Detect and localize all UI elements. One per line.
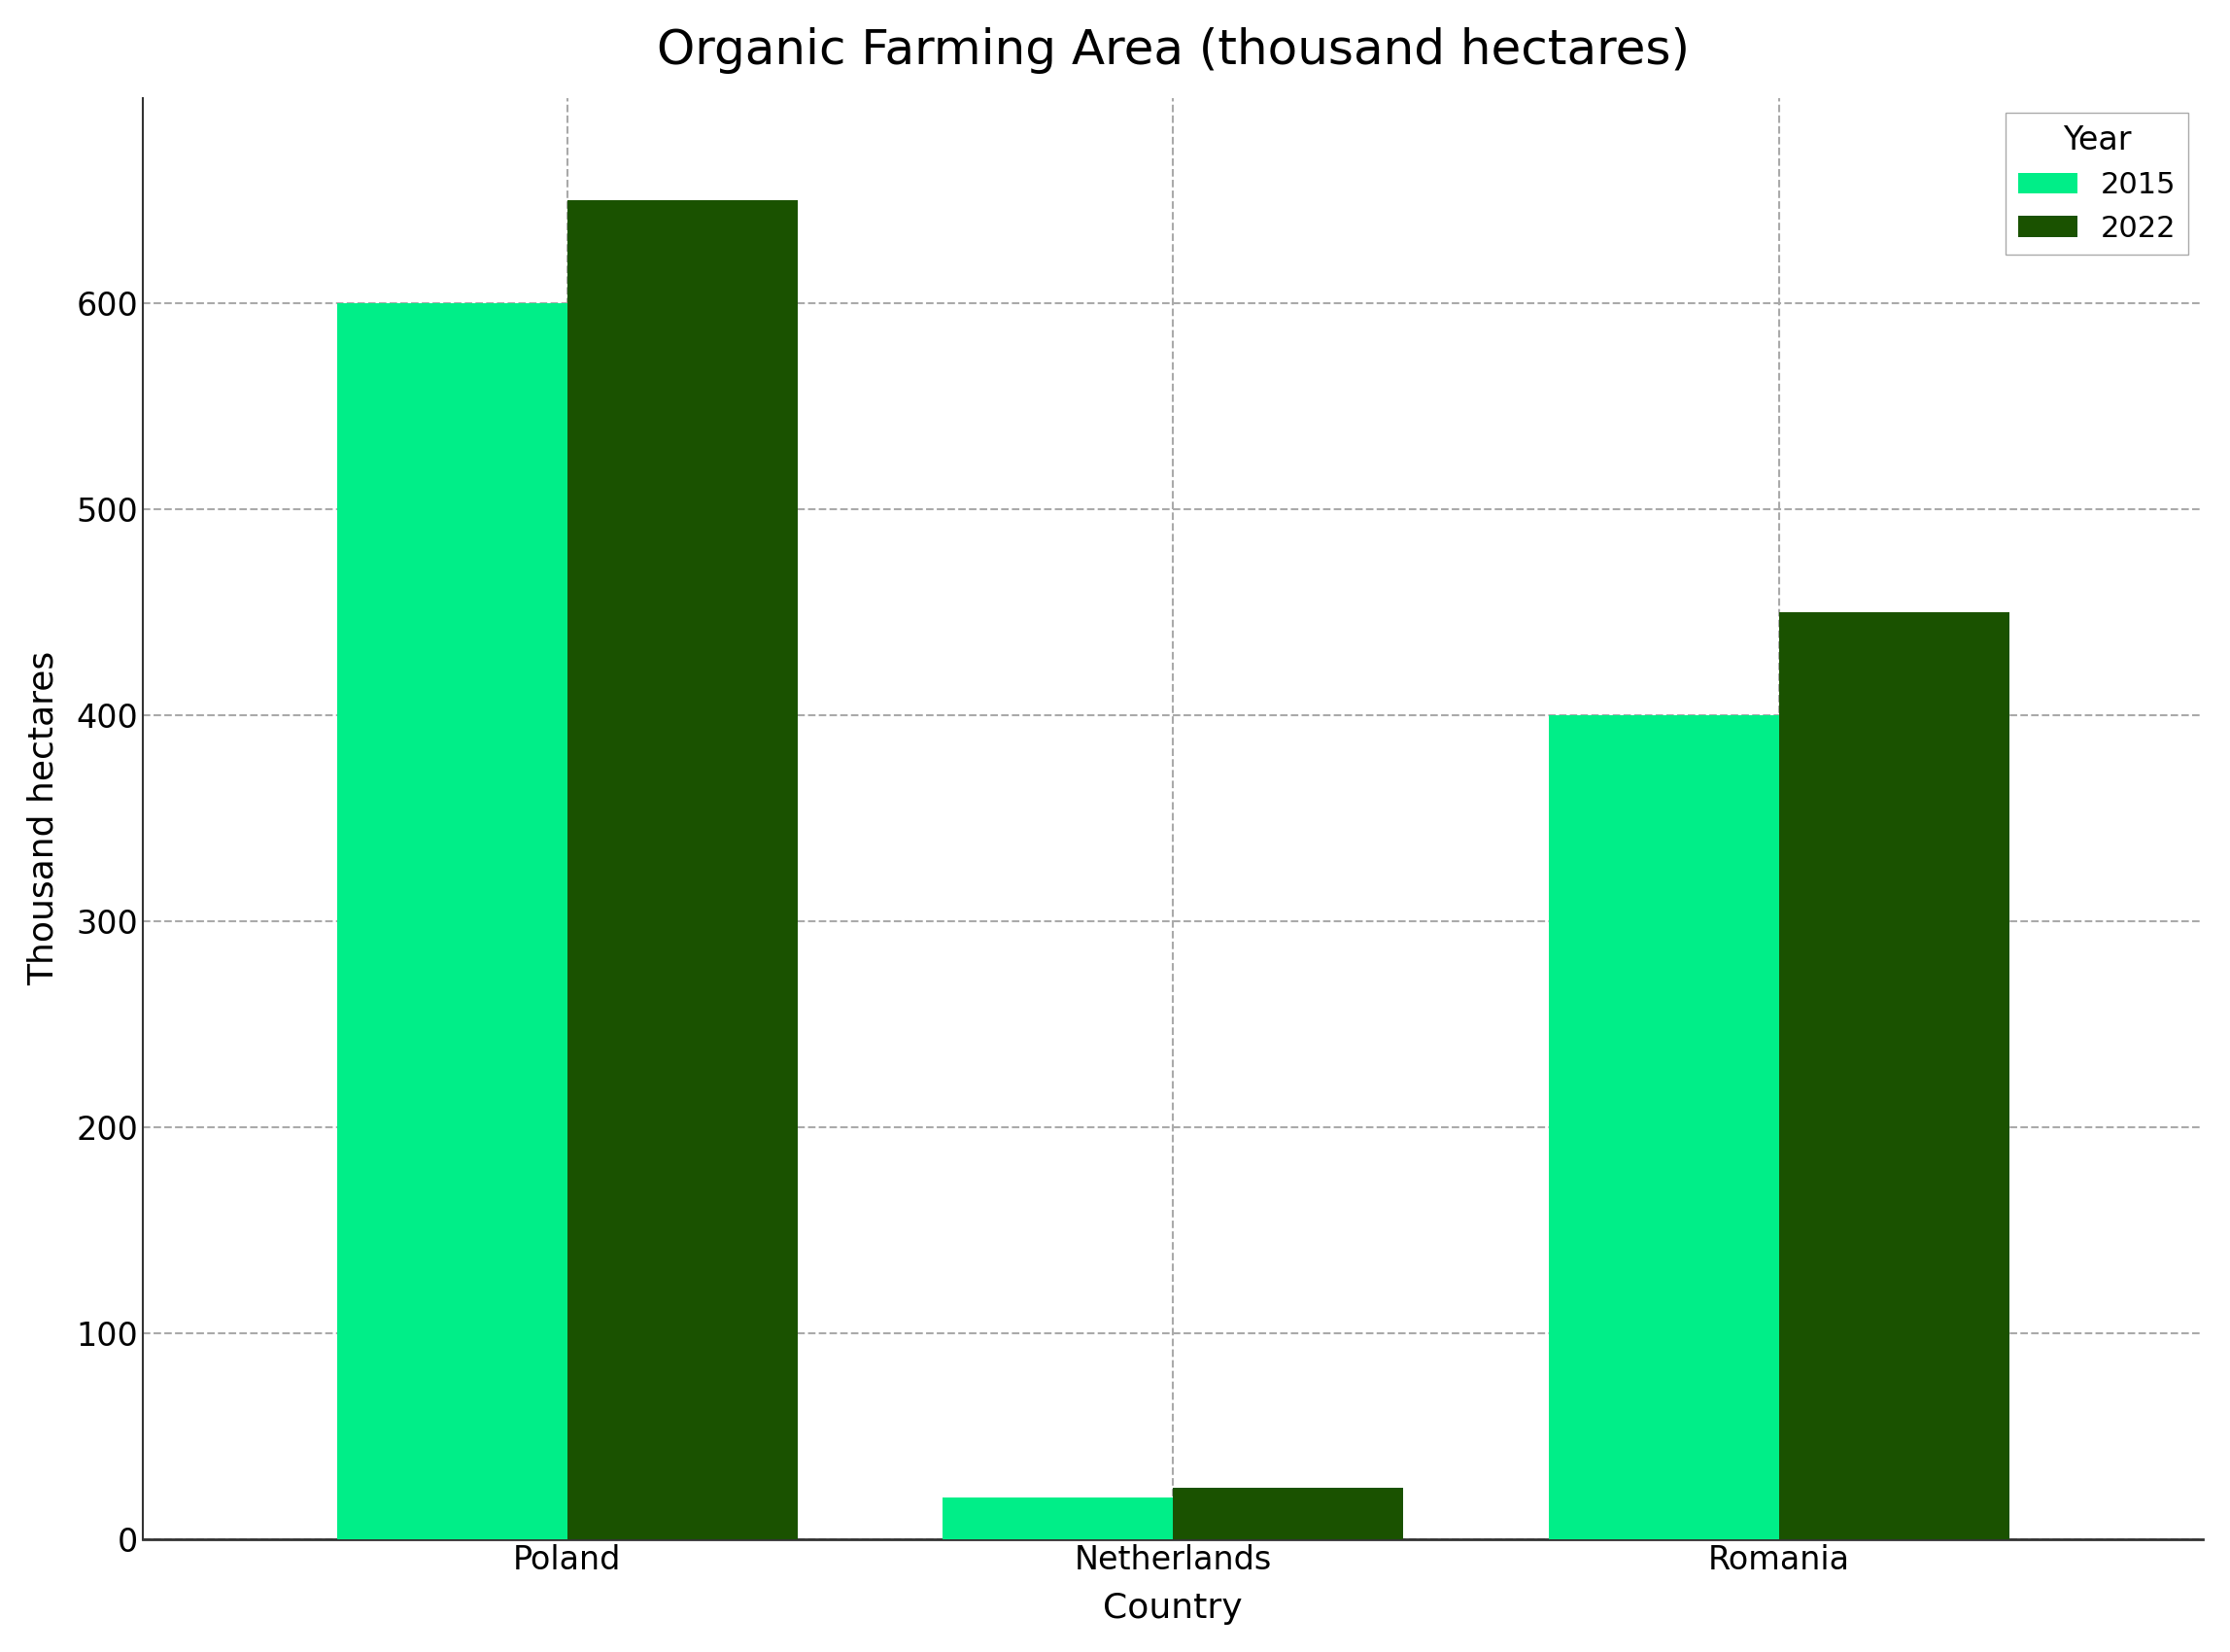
X-axis label: Country: Country [1104, 1593, 1242, 1626]
Y-axis label: Thousand hectares: Thousand hectares [27, 651, 60, 986]
Legend: 2015, 2022: 2015, 2022 [2007, 112, 2188, 254]
Bar [1173, 1487, 1403, 1540]
Bar [337, 304, 566, 1540]
Bar [943, 1498, 1173, 1540]
Bar [1780, 613, 2009, 1540]
Bar [566, 200, 798, 1540]
Title: Organic Farming Area (thousand hectares): Organic Farming Area (thousand hectares) [656, 26, 1690, 74]
Bar [1548, 715, 1780, 1540]
